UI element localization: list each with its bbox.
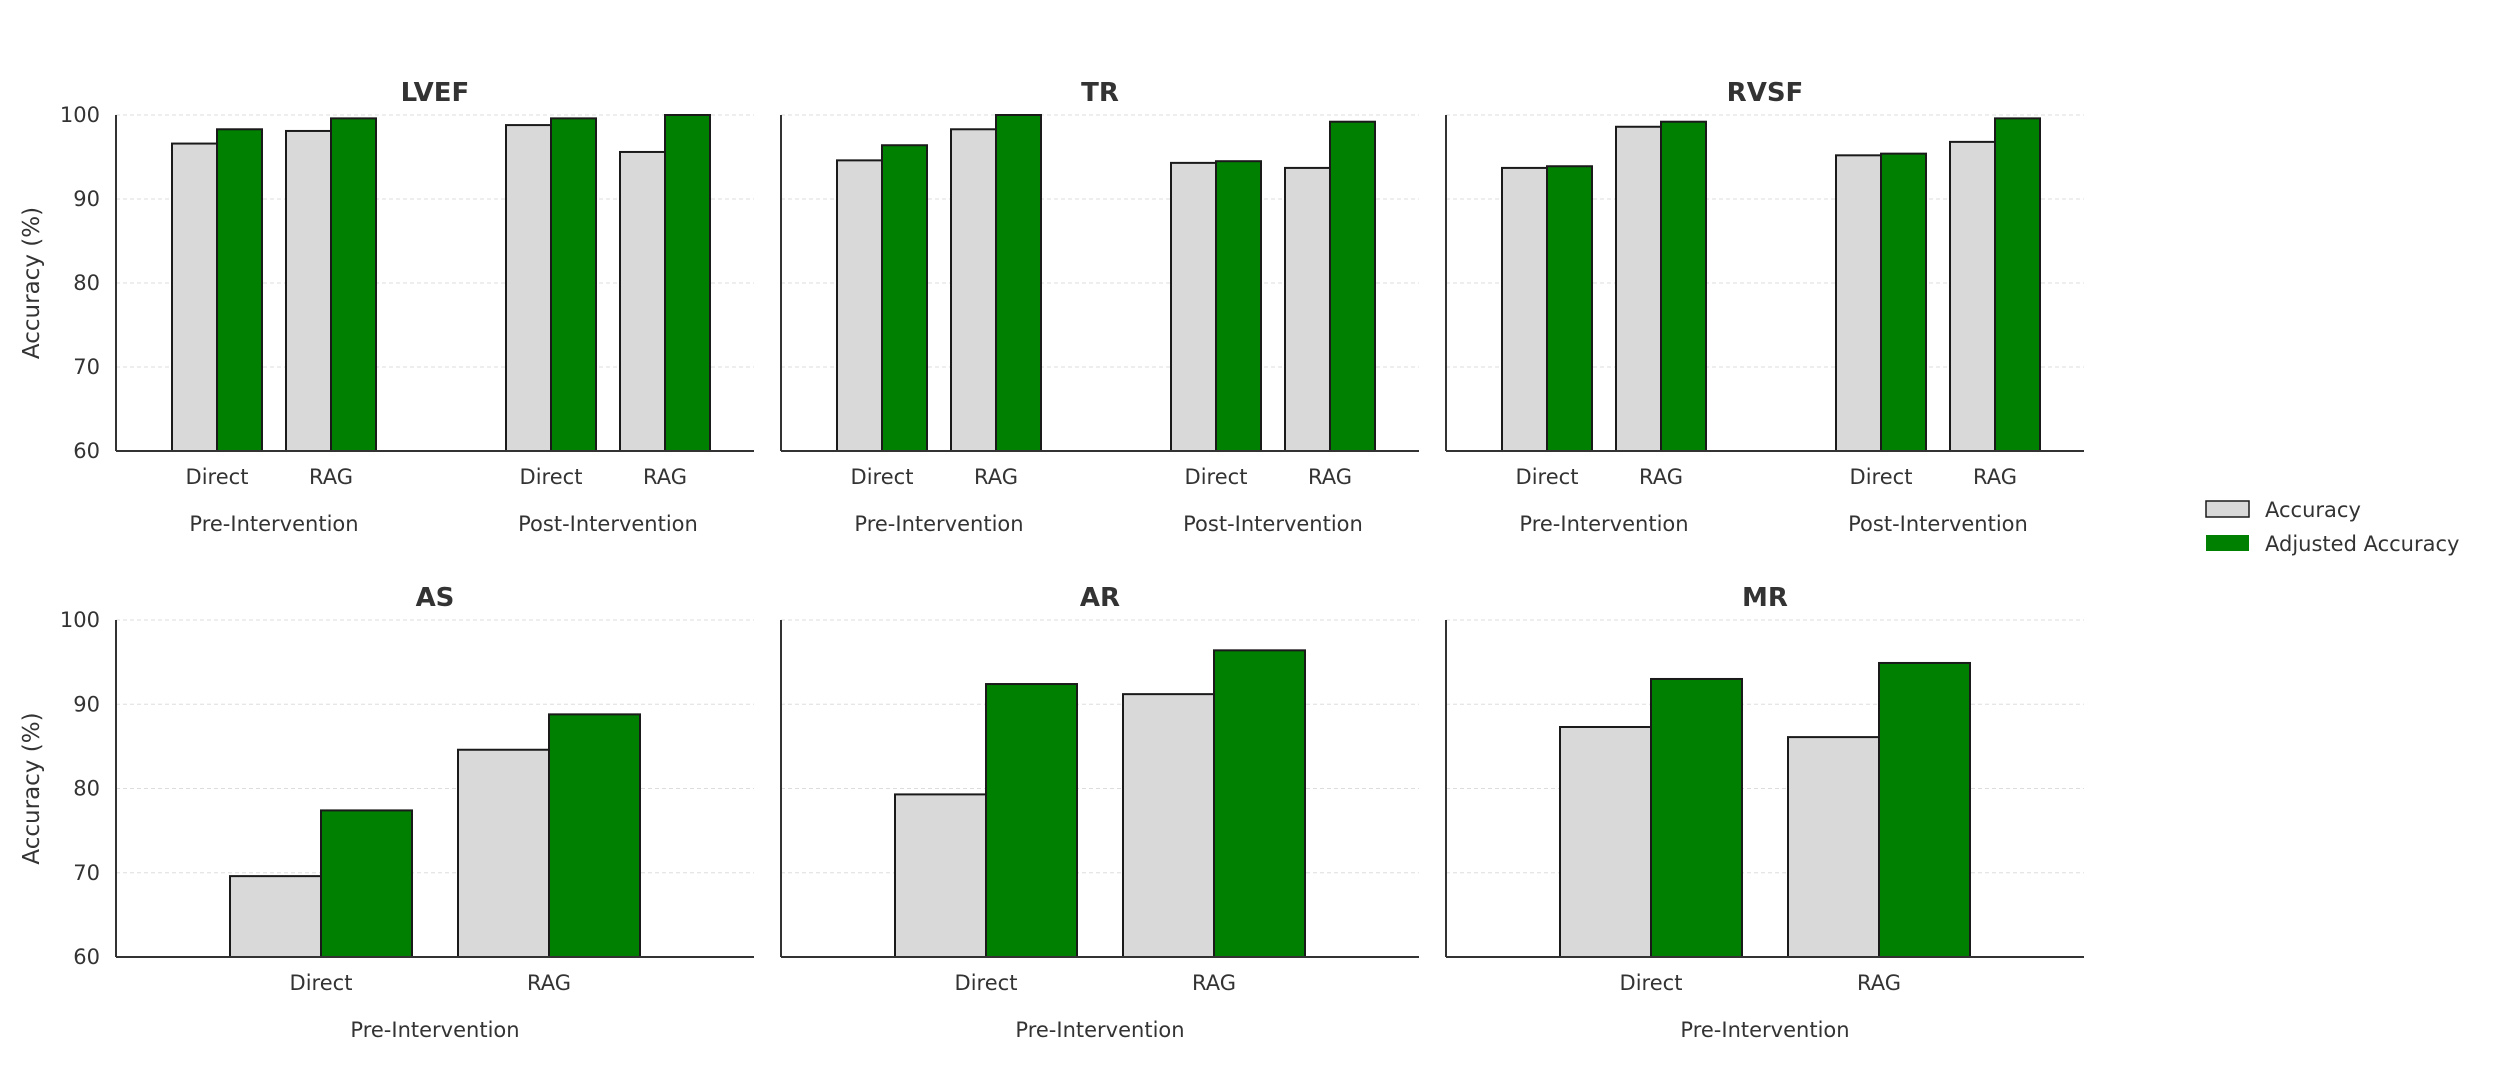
bar-adjusted-accuracy <box>1880 152 1927 452</box>
bar-accuracy <box>1170 161 1217 452</box>
group-label: Pre-Intervention <box>854 512 1023 536</box>
x-tick-label: Direct <box>1516 465 1579 489</box>
bar-adjusted-accuracy <box>1215 160 1262 452</box>
chart-panel-tr: Direct RAG Direct RAG Pre-Intervention Post-I… <box>780 78 1419 536</box>
x-tick-label: Direct <box>1850 465 1913 489</box>
legend-swatch-accuracy <box>2205 500 2250 518</box>
bar-accuracy <box>1501 166 1548 452</box>
group-label: Pre-Intervention <box>1680 1018 1849 1042</box>
x-tick-label: Direct <box>290 971 353 995</box>
chart-panel-rvsf: Direct RAG Direct RAG Pre-Intervention Post-I… <box>1445 78 2084 536</box>
x-tick-label: Direct <box>851 465 914 489</box>
y-axis-label: Accuracy (%) <box>19 712 45 864</box>
bar-accuracy <box>836 159 883 453</box>
group-label: Post-Intervention <box>1848 512 2028 536</box>
y-tick-label: 80 <box>73 777 100 801</box>
bar-accuracy <box>950 128 997 452</box>
x-tick-label: Direct <box>955 971 1018 995</box>
y-tick-label: 80 <box>73 271 100 295</box>
bar-accuracy <box>619 150 666 453</box>
x-tick-label: RAG <box>1973 465 2017 489</box>
bar-adjusted-accuracy <box>548 713 641 958</box>
panel-title: AS <box>416 583 455 613</box>
bar-accuracy <box>171 142 218 452</box>
group-label: Pre-Intervention <box>1015 1018 1184 1042</box>
x-tick-label: RAG <box>1639 465 1683 489</box>
bar-accuracy <box>285 129 332 453</box>
x-tick-label: Direct <box>1185 465 1248 489</box>
group-label: Pre-Intervention <box>189 512 358 536</box>
x-tick-label: Direct <box>1620 971 1683 995</box>
chart-panel-ar: Direct RAG Pre-Intervention AR <box>780 583 1419 1042</box>
x-tick-label: RAG <box>527 971 571 995</box>
bar-adjusted-accuracy <box>1546 165 1593 453</box>
bar-accuracy <box>505 124 552 453</box>
bar-adjusted-accuracy <box>664 114 711 452</box>
panel-title: TR <box>1081 78 1119 108</box>
x-tick-label: RAG <box>1192 971 1236 995</box>
x-tick-label: Direct <box>186 465 249 489</box>
panel-title: AR <box>1080 583 1120 613</box>
bar-adjusted-accuracy <box>1878 661 1971 959</box>
legend-swatch-adjusted-accuracy <box>2206 535 2249 551</box>
bar-adjusted-accuracy <box>1213 649 1306 959</box>
y-tick-label: 70 <box>73 355 100 379</box>
y-tick-label: 100 <box>60 103 100 127</box>
group-label: Post-Intervention <box>518 512 698 536</box>
bar-accuracy <box>1787 736 1880 958</box>
group-label: Pre-Intervention <box>350 1018 519 1042</box>
bar-adjusted-accuracy <box>995 114 1042 452</box>
bar-adjusted-accuracy <box>1994 117 2041 453</box>
legend-label: Adjusted Accuracy <box>2265 532 2459 556</box>
y-axis-label: Accuracy (%) <box>19 207 45 359</box>
bar-accuracy <box>1949 140 1996 452</box>
x-tick-label: RAG <box>974 465 1018 489</box>
y-tick-label: 100 <box>60 608 100 632</box>
bar-adjusted-accuracy <box>320 809 413 959</box>
bar-accuracy <box>1122 693 1215 958</box>
chart-panel-lvef: 60 70 80 90 100 Direct RAG Direct RAG Pre-Interve… <box>19 78 754 536</box>
bar-adjusted-accuracy <box>1650 677 1743 958</box>
bar-adjusted-accuracy <box>1660 120 1707 452</box>
x-tick-label: Direct <box>520 465 583 489</box>
bar-accuracy <box>229 875 322 958</box>
bar-adjusted-accuracy <box>216 128 263 452</box>
y-tick-label: 70 <box>73 861 100 885</box>
bar-accuracy <box>457 748 550 958</box>
bar-accuracy <box>1284 166 1331 452</box>
bar-accuracy <box>1559 725 1652 958</box>
bar-adjusted-accuracy <box>550 117 597 453</box>
bar-adjusted-accuracy <box>330 117 377 453</box>
chart-panel-mr: Direct RAG Pre-Intervention MR <box>1445 583 2084 1042</box>
y-tick-label: 90 <box>73 187 100 211</box>
bar-accuracy <box>1615 125 1662 452</box>
y-tick-label: 60 <box>73 945 100 969</box>
y-tick-label: 90 <box>73 692 100 716</box>
panel-title: LVEF <box>401 78 470 108</box>
group-label: Post-Intervention <box>1183 512 1363 536</box>
legend: Accuracy Adjusted Accuracy <box>2205 498 2459 556</box>
x-tick-label: RAG <box>643 465 687 489</box>
bar-adjusted-accuracy <box>881 144 928 453</box>
chart-panel-as: 60 70 80 90 100 Direct RAG Pre-Intervention AS Ac… <box>19 583 754 1042</box>
legend-label: Accuracy <box>2265 498 2361 522</box>
group-label: Pre-Intervention <box>1519 512 1688 536</box>
bar-adjusted-accuracy <box>985 683 1078 959</box>
bar-accuracy <box>894 793 987 959</box>
bar-accuracy <box>1835 154 1882 452</box>
panel-title: MR <box>1742 583 1788 613</box>
x-tick-label: RAG <box>1308 465 1352 489</box>
x-tick-label: RAG <box>1857 971 1901 995</box>
panel-title: RVSF <box>1727 78 1804 108</box>
bar-adjusted-accuracy <box>1329 120 1376 452</box>
x-tick-label: RAG <box>309 465 353 489</box>
y-tick-label: 60 <box>73 439 100 463</box>
